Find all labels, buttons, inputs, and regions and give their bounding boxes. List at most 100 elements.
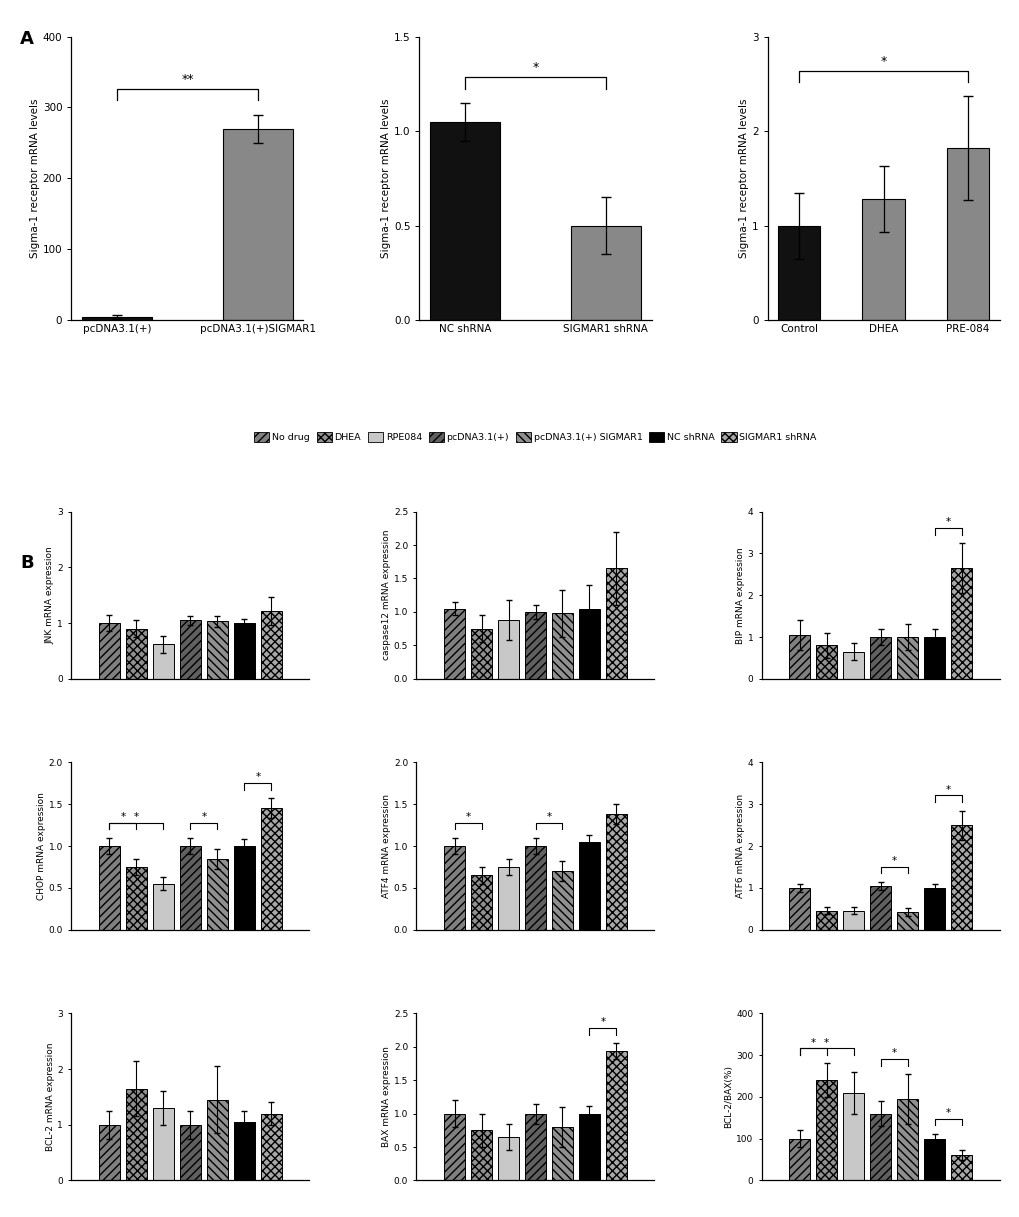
Bar	[179, 1125, 201, 1180]
Bar	[579, 1114, 599, 1180]
Bar	[605, 568, 627, 679]
Text: *: *	[532, 61, 538, 74]
Text: *: *	[879, 55, 886, 68]
Bar	[497, 867, 519, 930]
Bar	[222, 129, 292, 320]
Bar	[497, 619, 519, 679]
Text: *: *	[133, 812, 139, 821]
Bar	[896, 912, 917, 930]
Bar	[443, 846, 465, 930]
Bar	[125, 867, 147, 930]
Bar	[233, 1122, 255, 1180]
Bar	[99, 623, 120, 679]
Bar	[843, 910, 863, 930]
Bar	[207, 858, 227, 930]
Y-axis label: Sigma-1 receptor mRNA levels: Sigma-1 receptor mRNA levels	[30, 99, 40, 258]
Bar	[471, 875, 491, 930]
Bar	[179, 846, 201, 930]
Y-axis label: BAX mRNA expression: BAX mRNA expression	[382, 1047, 390, 1148]
Bar	[815, 910, 837, 930]
Bar	[923, 636, 945, 679]
Text: B: B	[20, 554, 34, 572]
Bar	[261, 1114, 281, 1180]
Bar	[525, 1114, 545, 1180]
Text: A: A	[20, 30, 35, 49]
Bar	[179, 621, 201, 679]
Bar	[551, 613, 573, 679]
Text: *: *	[120, 812, 125, 821]
Bar	[153, 884, 174, 930]
Bar	[862, 200, 904, 320]
Bar	[950, 568, 971, 679]
Bar	[471, 1131, 491, 1180]
Bar	[896, 636, 917, 679]
Bar	[551, 871, 573, 930]
Text: *: *	[465, 812, 470, 821]
Y-axis label: caspase12 mRNA expression: caspase12 mRNA expression	[382, 529, 390, 661]
Bar	[869, 886, 891, 930]
Bar	[443, 1114, 465, 1180]
Y-axis label: CHOP mRNA expression: CHOP mRNA expression	[37, 792, 46, 901]
Bar	[950, 825, 971, 930]
Text: *: *	[201, 812, 206, 821]
Legend: No drug, DHEA, RPE084, pcDNA3.1(+), pcDNA3.1(+) SIGMAR1, NC shRNA, SIGMAR1 shRNA: No drug, DHEA, RPE084, pcDNA3.1(+), pcDN…	[254, 432, 816, 443]
Bar	[99, 1125, 120, 1180]
Text: *: *	[891, 1048, 896, 1058]
Bar	[605, 814, 627, 930]
Text: *: *	[945, 517, 950, 527]
Bar	[843, 651, 863, 679]
Bar	[430, 122, 500, 320]
Bar	[896, 1099, 917, 1180]
Text: *: *	[600, 1017, 605, 1027]
Bar	[777, 225, 819, 320]
Bar	[207, 622, 227, 679]
Y-axis label: BCL-2/BAX(%): BCL-2/BAX(%)	[723, 1065, 733, 1128]
Text: *: *	[255, 773, 260, 783]
Text: *: *	[546, 812, 551, 821]
Y-axis label: ATF4 mRNA expression: ATF4 mRNA expression	[382, 793, 390, 898]
Bar	[923, 1139, 945, 1180]
Bar	[261, 611, 281, 679]
Bar	[789, 888, 809, 930]
Bar	[497, 1137, 519, 1180]
Text: *: *	[945, 1107, 950, 1117]
Bar	[789, 635, 809, 679]
Bar	[153, 1107, 174, 1180]
Bar	[153, 644, 174, 679]
Bar	[525, 612, 545, 679]
Bar	[125, 629, 147, 679]
Text: *: *	[810, 1038, 815, 1048]
Bar	[525, 846, 545, 930]
Bar	[950, 1155, 971, 1180]
Bar	[233, 623, 255, 679]
Bar	[579, 608, 599, 679]
Bar	[233, 846, 255, 930]
Bar	[579, 842, 599, 930]
Y-axis label: JNK mRNA expression: JNK mRNA expression	[46, 546, 54, 644]
Bar	[815, 645, 837, 679]
Bar	[605, 1051, 627, 1180]
Bar	[946, 148, 988, 320]
Y-axis label: Sigma-1 receptor mRNA levels: Sigma-1 receptor mRNA levels	[381, 99, 390, 258]
Y-axis label: ATF6 mRNA expression: ATF6 mRNA expression	[735, 793, 744, 898]
Y-axis label: BCL-2 mRNA expression: BCL-2 mRNA expression	[46, 1043, 54, 1151]
Bar	[843, 1093, 863, 1180]
Text: *: *	[945, 785, 950, 795]
Text: *: *	[823, 1038, 828, 1048]
Bar	[869, 1114, 891, 1180]
Bar	[471, 629, 491, 679]
Bar	[923, 888, 945, 930]
Bar	[869, 636, 891, 679]
Bar	[789, 1139, 809, 1180]
Text: *: *	[891, 856, 896, 865]
Bar	[125, 1088, 147, 1180]
Bar	[551, 1127, 573, 1180]
Bar	[570, 225, 640, 320]
Bar	[815, 1081, 837, 1180]
Bar	[207, 1100, 227, 1180]
Text: **: **	[181, 73, 194, 86]
Bar	[261, 808, 281, 930]
Bar	[443, 608, 465, 679]
Bar	[99, 846, 120, 930]
Y-axis label: Sigma-1 receptor mRNA levels: Sigma-1 receptor mRNA levels	[739, 99, 748, 258]
